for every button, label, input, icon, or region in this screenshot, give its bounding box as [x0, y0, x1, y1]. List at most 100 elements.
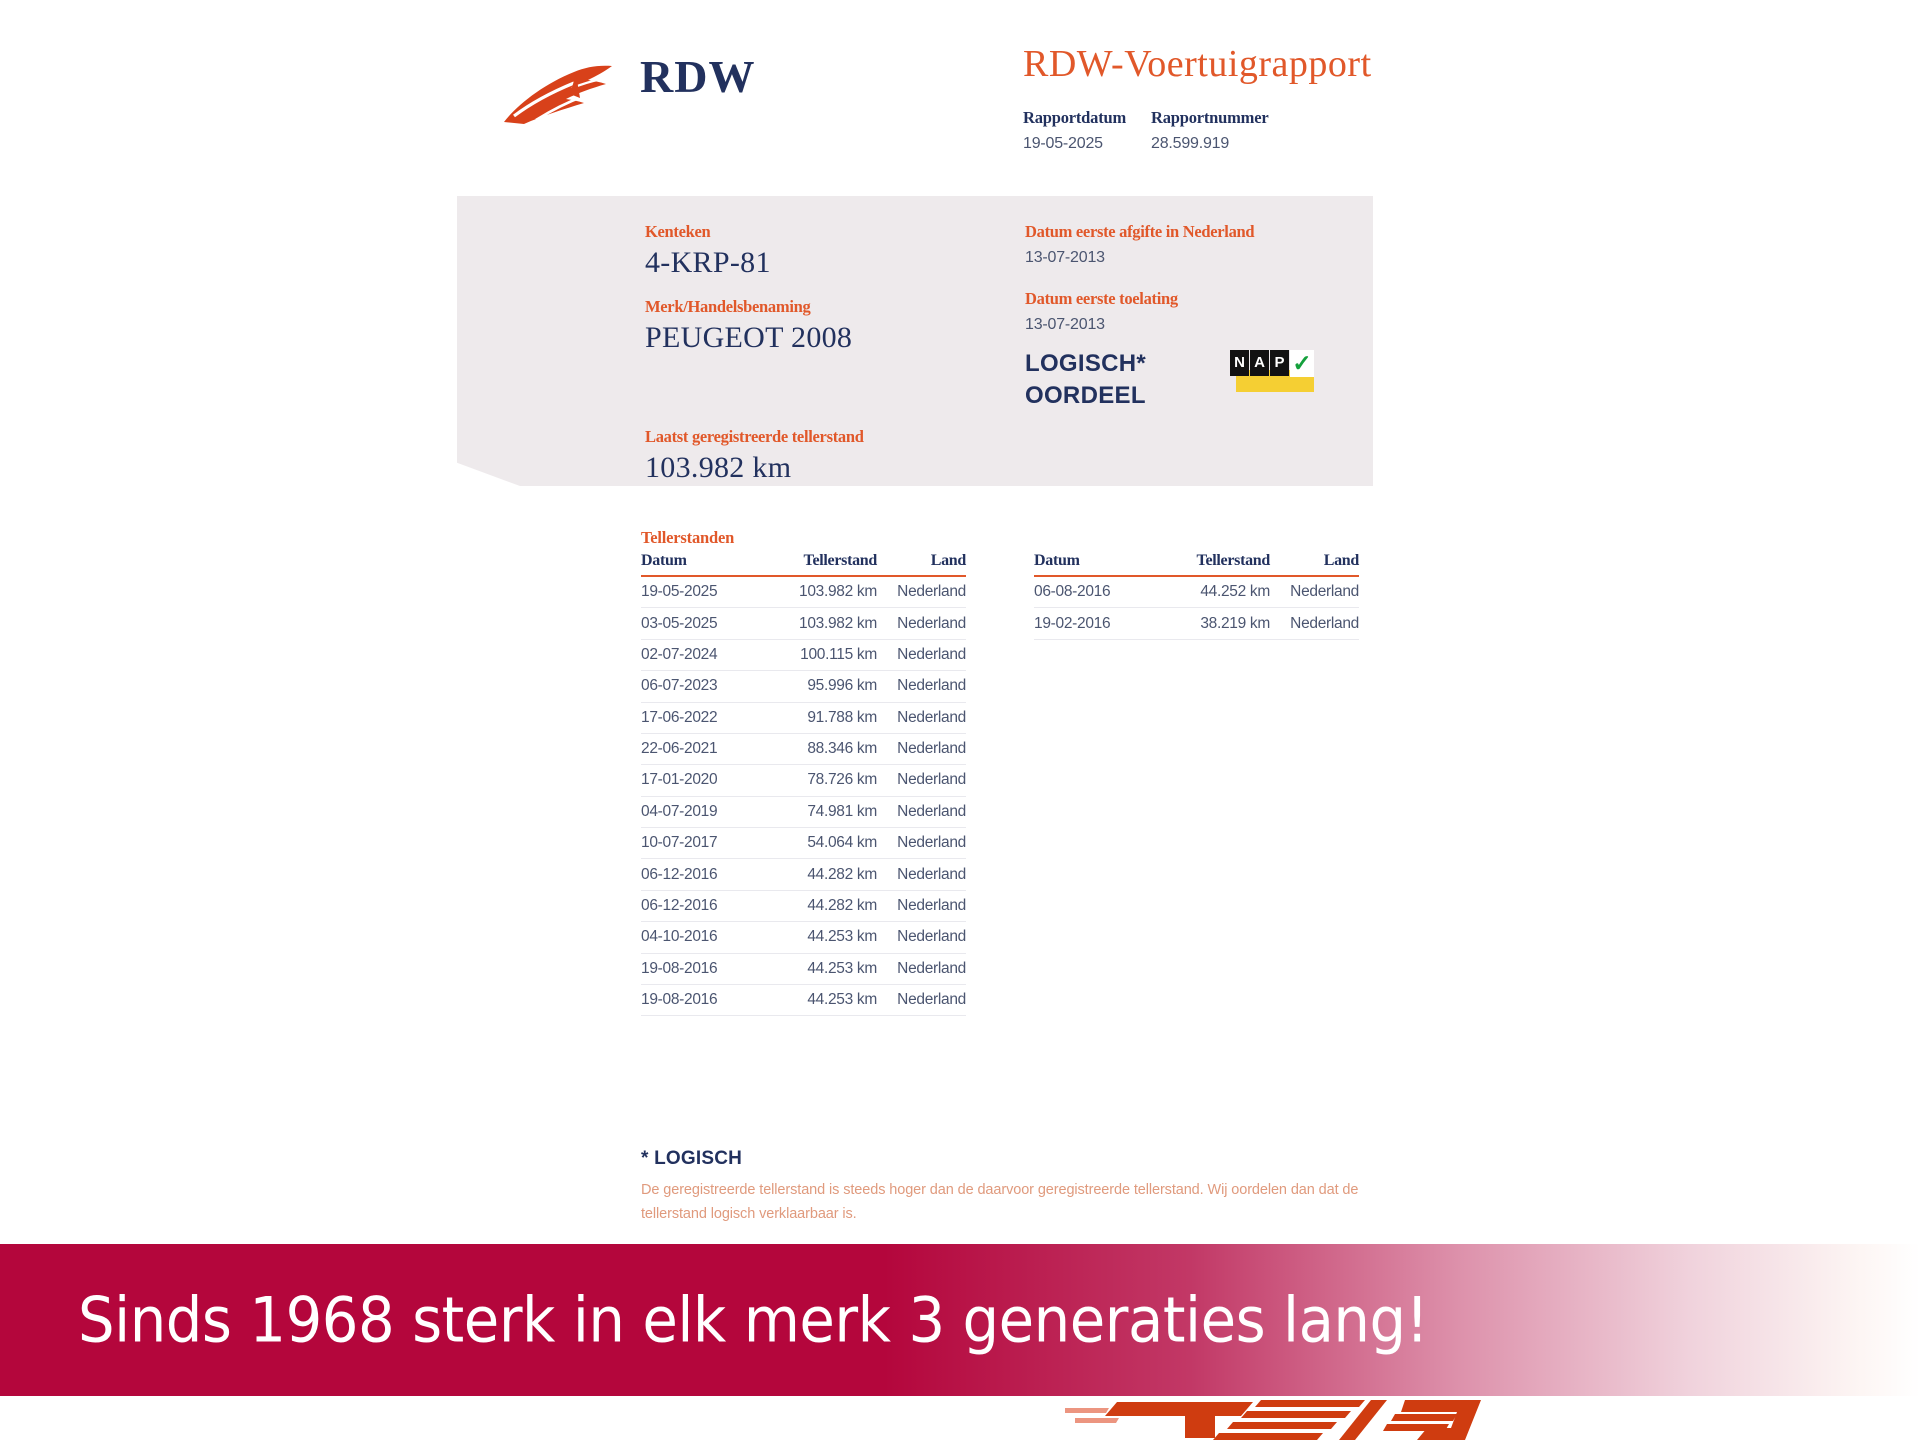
table-row: 03-05-2025 103.982 km Nederland: [641, 607, 966, 640]
table-row: 19-05-2025 103.982 km Nederland: [641, 576, 966, 609]
cell-datum: 10-07-2017: [641, 827, 759, 860]
cell-land: Nederland: [877, 921, 966, 954]
verdict-text: LOGISCH* OORDEEL: [1025, 348, 1146, 413]
speed-stripe-svg: [1065, 1400, 1481, 1440]
cell-land: Nederland: [1270, 576, 1359, 609]
column-header-land: Land: [1270, 552, 1359, 577]
nap-checkmark-icon: ✓: [1290, 350, 1314, 377]
cell-tellerstand: 74.981 km: [759, 796, 877, 829]
rdw-feather-logo-icon: [504, 65, 612, 124]
report-title: RDW-Voertuigrapport: [1023, 43, 1372, 85]
cell-land: Nederland: [877, 858, 966, 891]
cell-datum: 19-05-2025: [641, 576, 759, 609]
report-date-label: Rapportdatum: [1023, 107, 1127, 127]
table-row: 19-08-2016 44.253 km Nederland: [641, 953, 966, 985]
rdw-logo: RDW: [500, 42, 800, 132]
cell-tellerstand: 103.982 km: [759, 607, 877, 640]
registration-dates-column: Datum eerste afgifte in Nederland 13-07-…: [1025, 222, 1365, 356]
table-row: 22-06-2021 88.346 km Nederland: [641, 733, 966, 766]
report-title-block: RDW-Voertuigrapport Rapportdatum 19-05-2…: [1023, 43, 1583, 153]
column-header-land: Land: [877, 552, 966, 577]
footnote-body: De geregistreerde tellerstand is steeds …: [641, 1182, 1359, 1222]
table-row: 04-10-2016 44.253 km Nederland: [641, 921, 966, 954]
odometer-table-right-body: 06-08-2016 44.252 km Nederland 19-02-2016 38…: [1034, 576, 1359, 640]
report-date-block: Rapportdatum 19-05-2025: [1023, 108, 1151, 153]
cell-land: Nederland: [877, 733, 966, 766]
nap-letter-n: N: [1230, 350, 1249, 376]
cell-datum: 06-07-2023: [641, 670, 759, 703]
cell-datum: 02-07-2024: [641, 639, 759, 672]
cell-land: Nederland: [877, 984, 966, 1017]
speed-stripe-graphic-icon: [1065, 1398, 1485, 1440]
promo-banner: Sinds 1968 sterk in elk merk 3 generatie…: [0, 1244, 1920, 1396]
afgifte-value: 13-07-2013: [1025, 249, 1105, 266]
cell-land: Nederland: [877, 607, 966, 640]
merk-value: PEUGEOT 2008: [645, 320, 853, 354]
table-row: 02-07-2024 100.115 km Nederland: [641, 639, 966, 672]
kenteken-value: 4-KRP-81: [645, 246, 771, 279]
cell-tellerstand: 91.788 km: [759, 702, 877, 734]
odometer-table-right: Datum Tellerstand Land 06-08-2016 44.252 …: [1034, 552, 1359, 640]
cell-datum: 06-12-2016: [641, 890, 759, 923]
cell-tellerstand: 44.253 km: [759, 953, 877, 985]
cell-tellerstand: 44.253 km: [759, 984, 877, 1017]
cell-datum: 17-01-2020: [641, 764, 759, 797]
column-header-datum: Datum: [1034, 552, 1152, 577]
table-row: 06-07-2023 95.996 km Nederland: [641, 670, 966, 703]
table-row: 19-08-2016 44.253 km Nederland: [641, 984, 966, 1017]
cell-land: Nederland: [877, 953, 966, 985]
kenteken-label: Kenteken: [645, 222, 711, 241]
report-header: RDW RDW-Voertuigrapport Rapportdatum 19-…: [0, 0, 1920, 180]
cell-datum: 17-06-2022: [641, 702, 759, 734]
vehicle-summary-panel: Kenteken 4-KRP-81 Merk/Handelsbenaming P…: [457, 196, 1373, 486]
cell-land: Nederland: [877, 639, 966, 672]
logisch-footnote: * LOGISCH De geregistreerde tellerstand …: [641, 1148, 1431, 1227]
nap-letter-p: P: [1270, 350, 1289, 376]
table-row: 06-12-2016 44.282 km Nederland: [641, 890, 966, 923]
cell-datum: 04-07-2019: [641, 796, 759, 829]
toelating-label: Datum eerste toelating: [1025, 289, 1178, 308]
verdict-line-1: LOGISCH*: [1025, 350, 1147, 377]
tellerstand-label: Laatst geregistreerde tellerstand: [645, 427, 864, 446]
nap-logo-icon: N A P ✓: [1230, 350, 1314, 392]
vehicle-identity-column: Kenteken 4-KRP-81 Merk/Handelsbenaming P…: [645, 222, 1025, 486]
cell-tellerstand: 95.996 km: [759, 670, 877, 703]
column-header-datum: Datum: [641, 552, 759, 577]
toelating-value: 13-07-2013: [1025, 316, 1105, 333]
cell-land: Nederland: [1270, 607, 1359, 640]
cell-datum: 06-12-2016: [641, 858, 759, 891]
report-number-block: Rapportnummer 28.599.919: [1151, 108, 1341, 153]
odometer-block: Laatst geregistreerde tellerstand 103.98…: [645, 427, 1025, 486]
cell-tellerstand: 100.115 km: [759, 639, 877, 672]
cell-tellerstand: 78.726 km: [759, 764, 877, 797]
cell-land: Nederland: [877, 827, 966, 860]
promo-banner-text: Sinds 1968 sterk in elk merk 3 generatie…: [78, 1283, 1429, 1357]
cell-tellerstand: 54.064 km: [759, 827, 877, 860]
table-row: 04-07-2019 74.981 km Nederland: [641, 796, 966, 829]
cell-datum: 19-08-2016: [641, 984, 759, 1017]
table-row: 06-12-2016 44.282 km Nederland: [641, 858, 966, 891]
afgifte-label: Datum eerste afgifte in Nederland: [1025, 222, 1255, 241]
report-number-label: Rapportnummer: [1151, 107, 1269, 127]
table-header-row: Datum Tellerstand Land: [641, 552, 966, 577]
cell-tellerstand: 44.282 km: [759, 858, 877, 891]
cell-land: Nederland: [877, 764, 966, 797]
rdw-wordmark: RDW: [640, 51, 756, 102]
cell-tellerstand: 38.219 km: [1152, 607, 1270, 640]
cell-land: Nederland: [877, 702, 966, 734]
table-row: 10-07-2017 54.064 km Nederland: [641, 827, 966, 860]
cell-tellerstand: 44.282 km: [759, 890, 877, 923]
verdict-line-2: OORDEEL: [1025, 382, 1146, 410]
odometer-table-left: Datum Tellerstand Land 19-05-2025 103.982…: [641, 552, 966, 1017]
table-header-row: Datum Tellerstand Land: [1034, 552, 1359, 577]
cell-datum: 22-06-2021: [641, 733, 759, 766]
cell-datum: 19-08-2016: [641, 953, 759, 985]
cell-datum: 19-02-2016: [1034, 607, 1152, 640]
cell-datum: 03-05-2025: [641, 607, 759, 640]
cell-land: Nederland: [877, 890, 966, 923]
footnote-title: * LOGISCH: [641, 1148, 743, 1169]
merk-label: Merk/Handelsbenaming: [645, 296, 811, 316]
table-row: 06-08-2016 44.252 km Nederland: [1034, 576, 1359, 609]
table-row: 17-01-2020 78.726 km Nederland: [641, 764, 966, 797]
